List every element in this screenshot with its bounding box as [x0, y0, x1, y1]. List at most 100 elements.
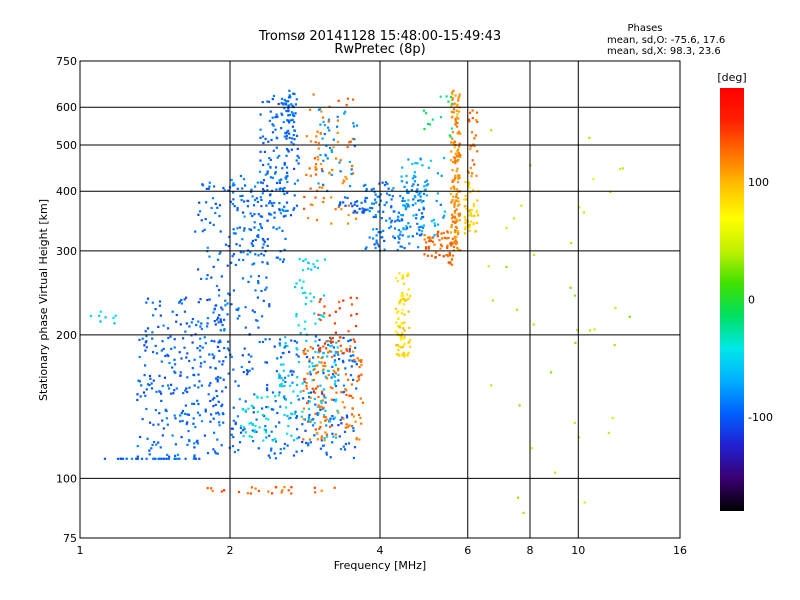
data-point: [322, 351, 325, 354]
data-point: [336, 140, 340, 143]
data-point: [393, 237, 396, 240]
data-point: [234, 263, 237, 266]
data-point: [358, 207, 361, 210]
data-point: [450, 110, 453, 113]
data-point: [265, 204, 268, 207]
data-point: [152, 379, 155, 382]
data-point: [178, 457, 181, 460]
data-point: [220, 405, 223, 408]
data-point: [471, 109, 474, 112]
data-point: [340, 391, 343, 394]
data-point: [356, 357, 359, 360]
data-point: [296, 394, 299, 397]
data-point: [329, 386, 332, 389]
data-point: [398, 302, 401, 305]
data-point: [257, 235, 260, 238]
data-point: [292, 92, 295, 95]
data-point: [307, 267, 310, 270]
data-point: [295, 282, 298, 285]
data-point: [227, 189, 230, 192]
data-point: [397, 317, 400, 320]
data-point: [167, 336, 170, 340]
data-point: [265, 387, 269, 390]
data-point: [440, 244, 443, 248]
data-point: [197, 373, 200, 376]
data-point: [298, 279, 301, 282]
data-point: [309, 187, 312, 190]
data-point: [224, 356, 227, 359]
data-point: [216, 375, 219, 379]
data-point: [472, 189, 475, 192]
data-point: [167, 327, 170, 330]
data-point: [322, 315, 325, 318]
data-point: [474, 134, 477, 137]
data-point: [146, 297, 150, 300]
data-point: [383, 184, 387, 187]
data-point: [150, 387, 154, 390]
data-point: [454, 217, 457, 220]
data-point: [313, 312, 316, 315]
data-point: [394, 330, 397, 333]
data-point: [218, 204, 222, 207]
data-point: [162, 427, 165, 430]
data-point: [472, 205, 475, 208]
data-point: [352, 360, 355, 363]
data-point: [257, 281, 260, 284]
data-point: [348, 424, 351, 427]
data-point: [259, 113, 262, 116]
data-point: [319, 162, 323, 166]
data-point: [270, 202, 273, 205]
data-point: [234, 421, 237, 424]
data-point: [389, 225, 393, 228]
data-point: [459, 155, 462, 159]
data-point: [339, 170, 342, 173]
data-point: [309, 292, 312, 295]
data-point: [321, 369, 324, 372]
data-point: [244, 400, 247, 403]
data-point: [318, 361, 321, 364]
data-point: [145, 334, 148, 338]
data-point: [213, 396, 216, 400]
data-point: [370, 188, 373, 191]
data-point: [309, 108, 312, 111]
data-point: [285, 177, 288, 180]
data-point: [266, 189, 269, 192]
data-point: [266, 261, 269, 264]
data-point: [308, 438, 312, 441]
data-point: [445, 254, 448, 257]
data-point: [303, 380, 306, 383]
data-point: [307, 444, 310, 447]
data-point: [381, 236, 384, 239]
data-point: [186, 413, 189, 416]
data-point: [329, 417, 332, 420]
data-point: [213, 450, 217, 453]
data-point: [403, 353, 406, 356]
data-point: [286, 444, 289, 447]
data-point: [457, 177, 460, 180]
data-point: [332, 146, 335, 149]
data-point: [371, 202, 374, 205]
data-point: [414, 162, 417, 165]
data-point: [184, 457, 187, 460]
data-point: [334, 433, 337, 436]
data-point: [328, 314, 331, 317]
data-point: [287, 107, 290, 110]
data-point: [272, 439, 275, 442]
data-point: [278, 188, 281, 191]
data-point: [330, 398, 333, 401]
data-point: [267, 163, 270, 166]
data-point: [203, 434, 206, 437]
data-point: [351, 407, 354, 410]
data-point: [209, 420, 212, 423]
data-point: [244, 184, 247, 187]
data-point: [321, 186, 324, 189]
data-point: [242, 229, 246, 232]
data-point: [379, 199, 382, 202]
data-point: [296, 179, 299, 182]
data-point: [314, 350, 317, 353]
data-point: [293, 207, 296, 210]
data-point: [337, 424, 340, 427]
data-point: [260, 252, 263, 255]
data-point: [290, 148, 293, 151]
data-point: [261, 340, 265, 344]
